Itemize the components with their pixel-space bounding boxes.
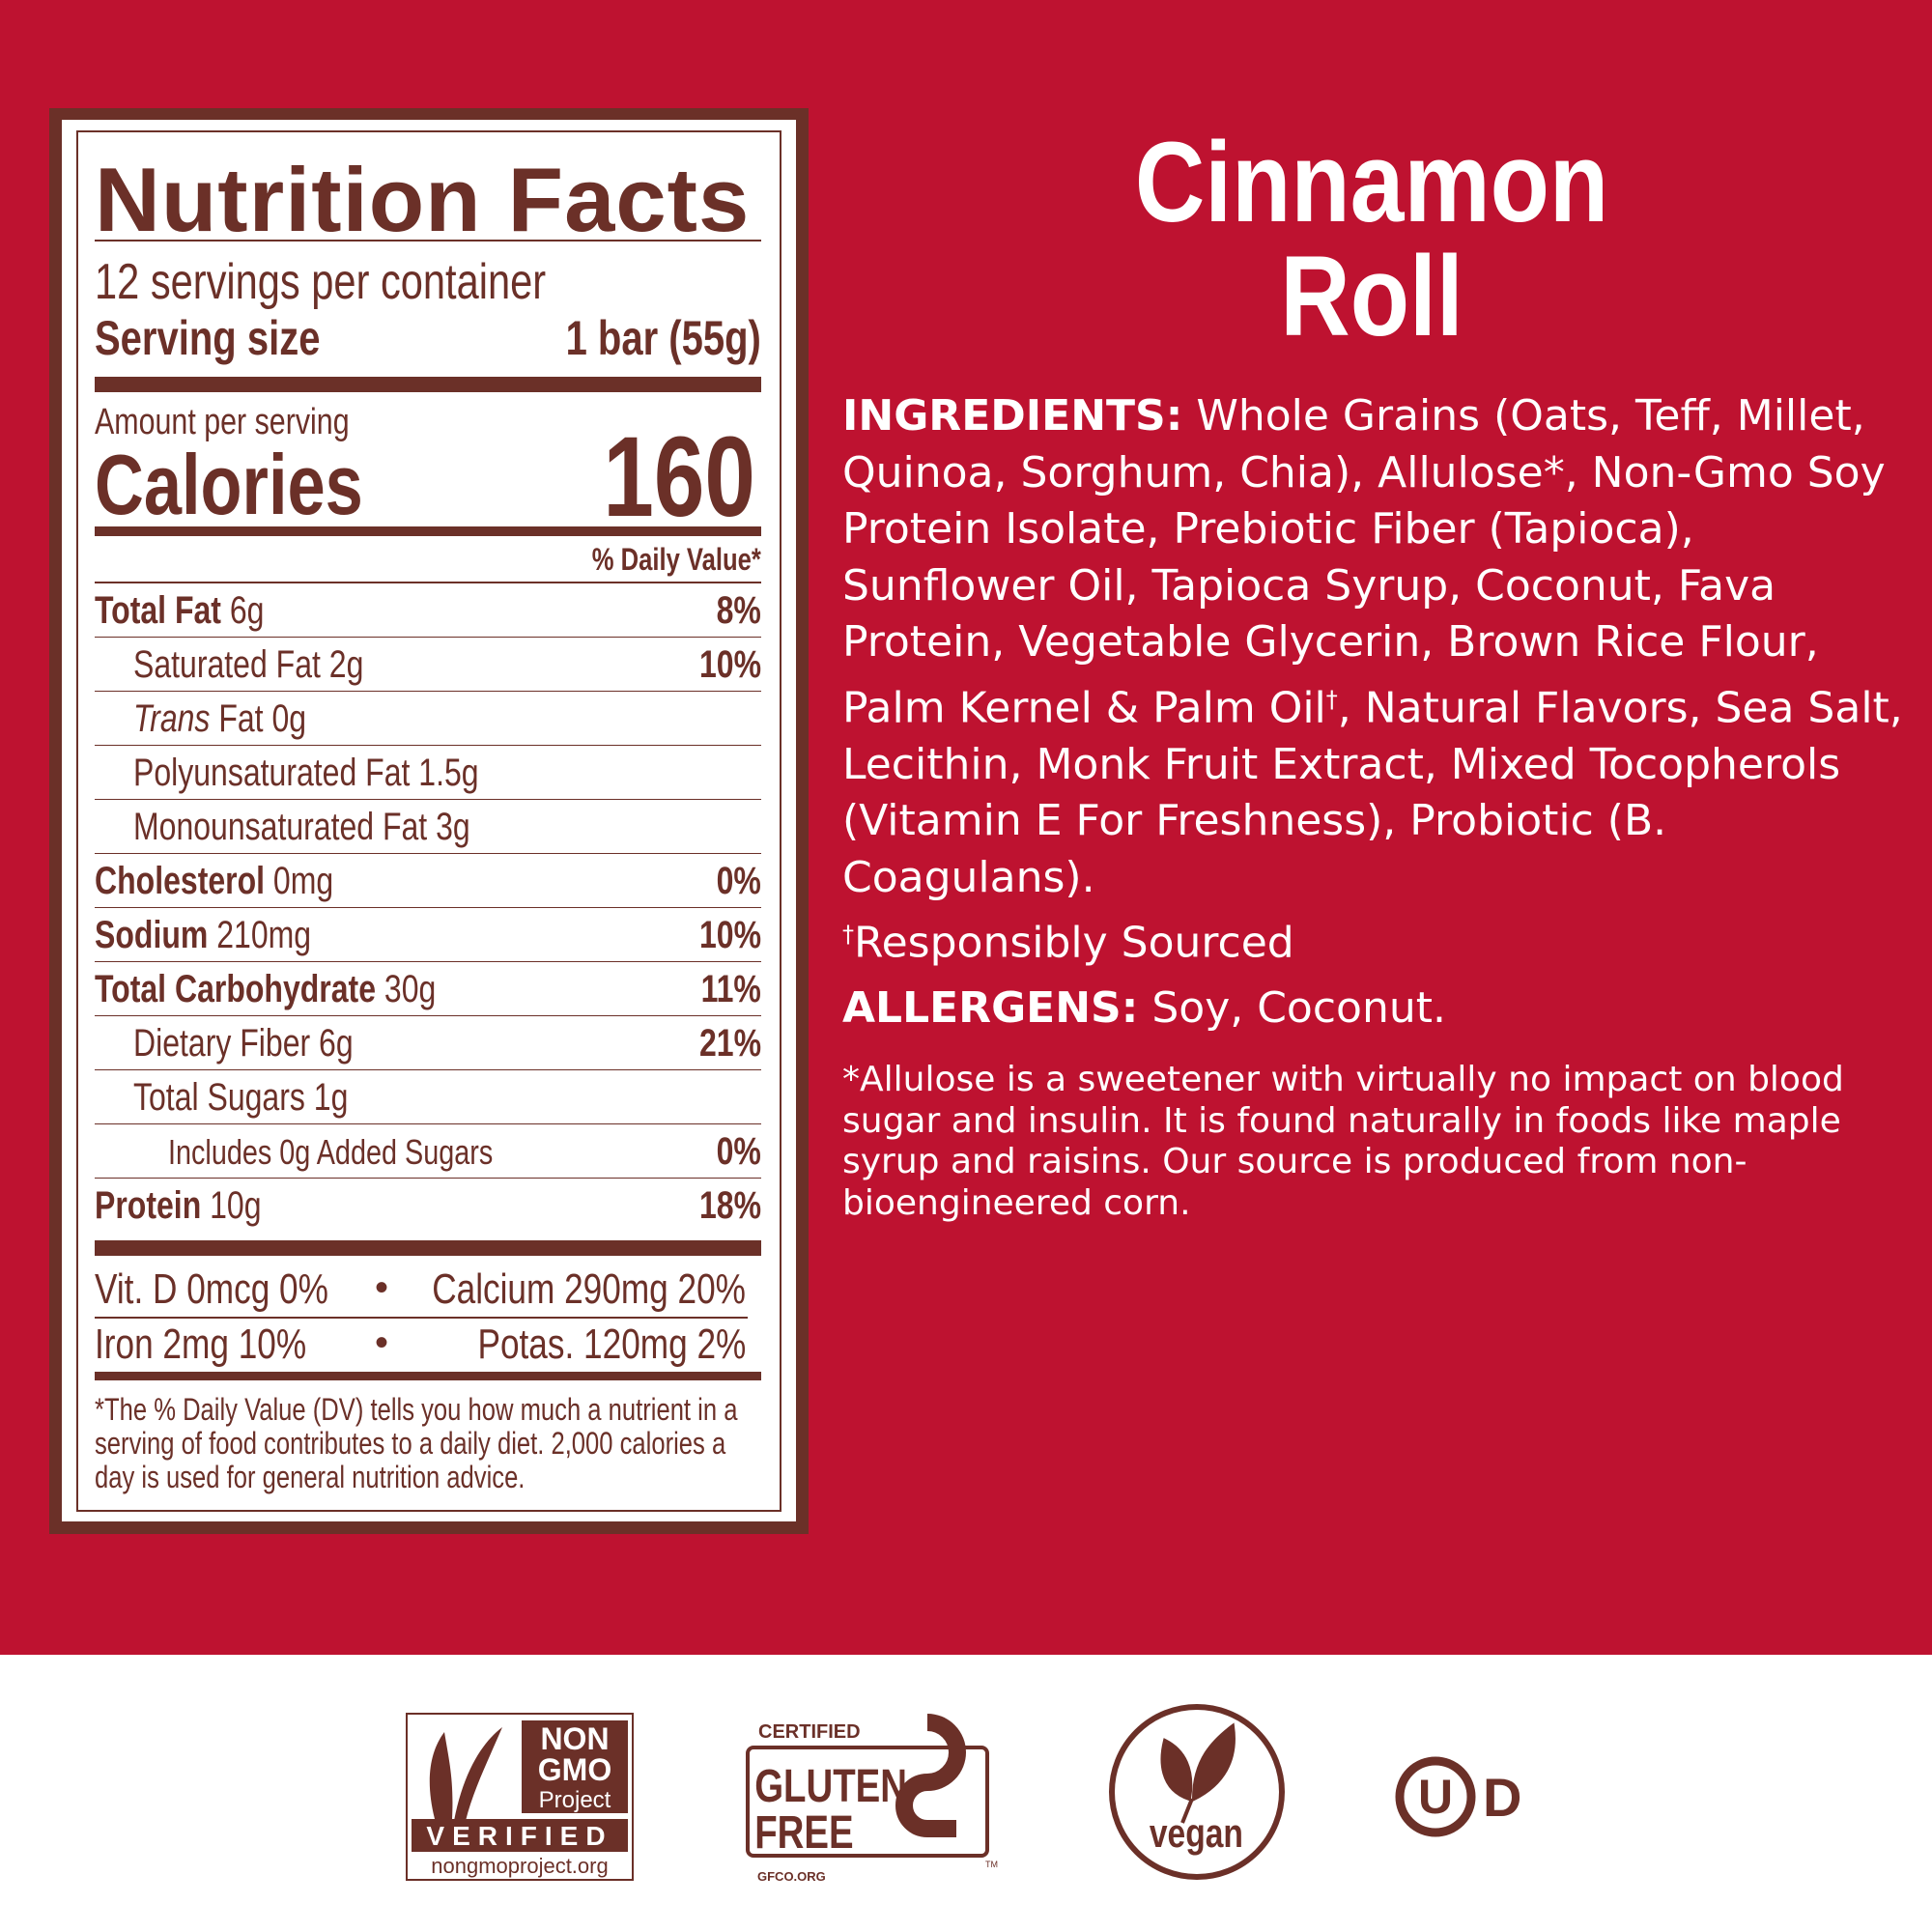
- potassium: Potas. 120mg 2%: [477, 1321, 746, 1368]
- svg-text:Project: Project: [539, 1787, 611, 1813]
- divider: [95, 582, 761, 583]
- thick-divider: [95, 1240, 761, 1256]
- nutrient-row: Total Carbohydrate 30g 11%: [95, 962, 761, 1016]
- nutrient-row: Saturated Fat 2g 10%: [95, 638, 761, 692]
- nutrient-name: Saturated Fat 2g: [133, 643, 364, 686]
- non-gmo-verified-logo: NON GMO Project VERIFIED nongmoproject.o…: [406, 1713, 634, 1881]
- nutrient-name: Includes 0g Added Sugars: [168, 1132, 494, 1172]
- kosher-dairy-logo: U D: [1395, 1756, 1521, 1837]
- calories-value: 160: [603, 413, 755, 541]
- calories-label: Calories: [95, 437, 363, 532]
- daily-value-percent: 0%: [716, 860, 761, 902]
- medium-divider: [95, 526, 761, 536]
- daily-value-percent: 0%: [716, 1130, 761, 1173]
- daily-value-footnote: *The % Daily Value (DV) tells you how mu…: [95, 1392, 738, 1494]
- allergens-label: ALLERGENS:: [842, 983, 1139, 1033]
- dagger: †: [842, 921, 854, 949]
- nutrient-row: Total Fat 6g 8%: [95, 583, 761, 638]
- ingredients-text-cont: , Natural Flavors, Sea Salt, Lecithin, M…: [842, 683, 1903, 902]
- nutrient-name: Monounsaturated Fat 3g: [133, 806, 470, 848]
- vitamin-d: Vit. D 0mcg 0%: [95, 1265, 328, 1313]
- svg-text:D: D: [1483, 1767, 1521, 1828]
- leaf-icon: [1160, 1722, 1236, 1824]
- gluten-free-logo: CERTIFIED GLUTEN FREE TM GFCO.ORG: [746, 1714, 998, 1884]
- daily-value-percent: 8%: [716, 589, 761, 632]
- daily-value-percent: 10%: [698, 914, 761, 956]
- nutrient-row: Sodium 210mg 10%: [95, 908, 761, 962]
- nutrition-heading: Nutrition Facts: [95, 149, 751, 250]
- butterfly-plant-icon: [429, 1727, 502, 1821]
- nutrient-name: Trans Fat 0g: [133, 697, 307, 740]
- serving-size-value: 1 bar (55g): [565, 311, 761, 365]
- responsibly-sourced: Responsibly Sourced: [854, 918, 1294, 968]
- nutrient-row: Dietary Fiber 6g 21%: [95, 1016, 761, 1070]
- svg-text:CERTIFIED: CERTIFIED: [758, 1721, 861, 1743]
- daily-value-header: % Daily Value*: [591, 542, 761, 577]
- svg-text:VERIFIED: VERIFIED: [426, 1821, 612, 1851]
- nutrient-name: Dietary Fiber 6g: [133, 1022, 354, 1065]
- svg-text:nongmoproject.org: nongmoproject.org: [431, 1854, 608, 1878]
- svg-text:NON: NON: [540, 1721, 609, 1756]
- g-swirl-icon: [895, 1714, 966, 1837]
- svg-text:FREE: FREE: [754, 1807, 853, 1859]
- nutrient-name: Polyunsaturated Fat 1.5g: [133, 752, 479, 794]
- nutrient-name: Cholesterol 0mg: [95, 860, 334, 902]
- divider: [95, 240, 761, 242]
- nutrient-name: Sodium 210mg: [95, 914, 312, 956]
- nutrient-name: Total Sugars 1g: [133, 1076, 349, 1119]
- nutrient-name: Protein 10g: [95, 1184, 262, 1227]
- product-title: Cinnamon Roll: [1134, 119, 1609, 360]
- ingredients: INGREDIENTS: Whole Grains (Oats, Teff, M…: [842, 388, 1905, 972]
- nutrient-row: Monounsaturated Fat 3g: [95, 800, 761, 854]
- nutrient-row: Protein 10g 18%: [95, 1179, 761, 1233]
- daily-value-percent: 18%: [698, 1184, 761, 1227]
- divider: [95, 1317, 748, 1319]
- dagger: †: [1325, 685, 1338, 713]
- svg-text:vegan: vegan: [1150, 1812, 1243, 1857]
- allergens: ALLERGENS: Soy, Coconut.: [842, 980, 1905, 1037]
- calcium: Calcium 290mg 20%: [432, 1265, 746, 1313]
- ingredients-text: Whole Grains (Oats, Teff, Millet, Quinoa…: [842, 391, 1886, 733]
- vegan-logo: vegan: [1109, 1704, 1285, 1880]
- bullet: •: [375, 1266, 389, 1309]
- thick-divider: [95, 377, 761, 392]
- nutrient-name: Total Carbohydrate 30g: [95, 968, 437, 1010]
- nutrition-label-border: [76, 130, 781, 1512]
- nutrient-name: Total Fat 6g: [95, 589, 265, 632]
- daily-value-percent: 11%: [700, 968, 761, 1010]
- ingredients-label: INGREDIENTS:: [842, 391, 1183, 440]
- nutrient-row: Total Sugars 1g: [95, 1070, 761, 1124]
- daily-value-percent: 10%: [698, 643, 761, 686]
- svg-text:TM: TM: [985, 1860, 998, 1869]
- svg-text:GFCO.ORG: GFCO.ORG: [757, 1869, 826, 1884]
- nutrient-row: Includes 0g Added Sugars 0%: [95, 1124, 761, 1179]
- iron: Iron 2mg 10%: [95, 1321, 307, 1368]
- servings-per-container: 12 servings per container: [95, 254, 547, 310]
- nutrient-row: Trans Fat 0g: [95, 692, 761, 746]
- nutrient-row: Polyunsaturated Fat 1.5g: [95, 746, 761, 800]
- serving-size-label: Serving size: [95, 311, 321, 365]
- svg-text:U: U: [1418, 1770, 1453, 1824]
- allergens-text: Soy, Coconut.: [1138, 983, 1446, 1033]
- allulose-note: *Allulose is a sweetener with virtually …: [842, 1060, 1844, 1223]
- svg-text:GLUTEN: GLUTEN: [754, 1761, 907, 1812]
- medium-divider: [95, 1372, 761, 1380]
- amount-per-serving: Amount per serving: [95, 402, 350, 442]
- nutrition-label-inner: [62, 120, 796, 1521]
- bullet: •: [375, 1321, 389, 1364]
- daily-value-percent: 21%: [698, 1022, 761, 1065]
- nutrient-row: Cholesterol 0mg 0%: [95, 854, 761, 908]
- svg-text:GMO: GMO: [538, 1752, 611, 1787]
